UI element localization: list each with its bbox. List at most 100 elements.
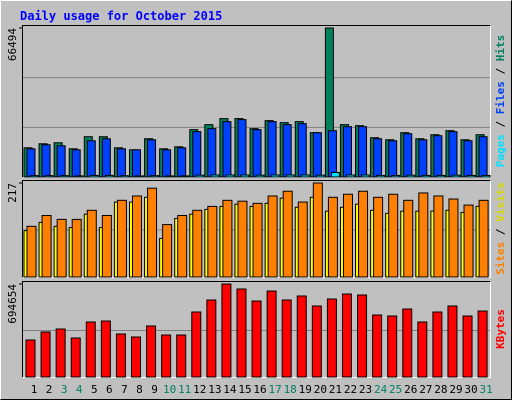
bar <box>388 193 399 278</box>
bar <box>134 175 144 178</box>
x-tick-label: 23 <box>359 383 372 396</box>
bar <box>433 135 443 178</box>
bar <box>146 325 157 378</box>
legend-label: Sites <box>494 242 507 275</box>
bar <box>210 174 220 178</box>
bar <box>29 175 39 178</box>
bar <box>222 121 232 178</box>
bar <box>463 140 473 178</box>
bar <box>147 139 157 178</box>
bar <box>270 174 280 178</box>
y-tick-label: 217 <box>6 183 19 203</box>
bar <box>147 187 158 278</box>
bar <box>296 295 307 378</box>
bar <box>85 321 96 378</box>
bar <box>297 123 307 178</box>
bar <box>391 174 401 178</box>
x-tick-label: 17 <box>268 383 281 396</box>
bar <box>255 174 265 178</box>
bar <box>462 315 473 378</box>
bar <box>116 148 126 178</box>
x-tick-label: 11 <box>178 383 191 396</box>
bar <box>433 195 444 278</box>
chart-title: Daily usage for October 2015 <box>20 9 222 23</box>
bar <box>312 132 322 178</box>
x-tick-label: 28 <box>434 383 447 396</box>
bar <box>311 305 322 378</box>
x-tick-label: 21 <box>329 383 342 396</box>
bar <box>300 174 310 178</box>
bar <box>177 147 187 178</box>
bar <box>252 202 263 278</box>
legend-separator: / <box>494 114 507 134</box>
legend-separator: / <box>494 222 507 242</box>
bar <box>130 336 141 378</box>
bar <box>432 311 443 378</box>
bar <box>281 299 292 378</box>
bar <box>71 218 82 278</box>
x-tick-label: 5 <box>91 383 98 396</box>
x-tick-label: 12 <box>193 383 206 396</box>
bar <box>330 172 340 178</box>
bar <box>481 174 491 178</box>
bar <box>192 131 202 178</box>
x-tick-label: 15 <box>238 383 251 396</box>
bar <box>372 314 383 378</box>
bar <box>101 214 112 278</box>
bar <box>150 175 160 178</box>
bar <box>116 199 127 278</box>
x-tick-label: 8 <box>136 383 143 396</box>
legend: Pages / Files / Hits <box>494 35 507 168</box>
bar <box>402 308 413 378</box>
legend: KBytes <box>494 309 507 349</box>
bar <box>327 196 338 278</box>
x-tick-label: 4 <box>76 383 83 396</box>
x-tick-label: 14 <box>223 383 237 396</box>
bar <box>162 149 172 178</box>
bar <box>357 294 368 378</box>
bar <box>119 175 129 178</box>
bar <box>207 205 218 278</box>
bar <box>451 174 461 178</box>
bar <box>70 337 81 378</box>
bar <box>237 119 247 178</box>
x-tick-label: 27 <box>419 383 432 396</box>
x-tick-label: 1 <box>31 383 38 396</box>
x-tick-label: 31 <box>479 383 492 396</box>
bar <box>162 224 173 278</box>
bar <box>41 214 52 278</box>
bar <box>403 133 413 178</box>
legend: Sites / Visits <box>494 182 507 275</box>
x-tick-label: 24 <box>374 383 388 396</box>
bar <box>101 138 111 178</box>
bar <box>252 129 262 178</box>
bar <box>315 174 325 178</box>
bar <box>341 293 352 378</box>
bar <box>222 199 233 278</box>
bar <box>176 334 187 378</box>
bar <box>26 225 37 278</box>
bar <box>195 174 205 178</box>
bar <box>71 149 81 178</box>
bar <box>312 182 323 278</box>
bar <box>41 144 51 178</box>
bar <box>266 290 277 378</box>
bar <box>131 195 142 278</box>
bar <box>421 174 431 178</box>
bar <box>161 334 172 378</box>
bar <box>418 139 428 178</box>
bar <box>406 174 416 178</box>
bar <box>59 175 69 178</box>
bar <box>55 328 66 378</box>
bar <box>373 138 383 178</box>
bar <box>225 174 235 178</box>
bar <box>191 311 202 378</box>
bar <box>237 200 248 278</box>
bar <box>86 209 97 278</box>
bar <box>104 174 114 178</box>
x-tick-label: 30 <box>464 383 477 396</box>
bar <box>466 174 476 178</box>
bar <box>207 128 217 178</box>
x-tick-label: 19 <box>299 383 312 396</box>
